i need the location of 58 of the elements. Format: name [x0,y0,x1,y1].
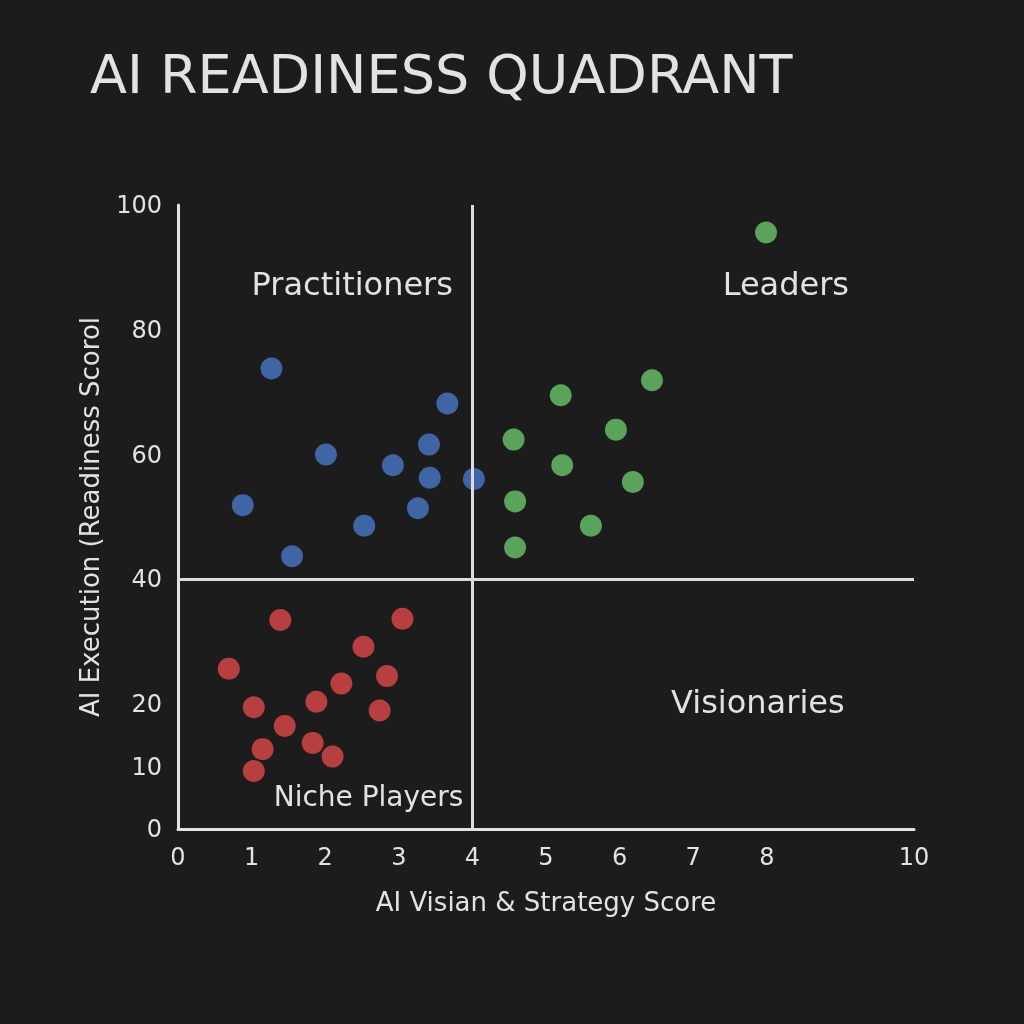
annotation: Visionaries [671,683,845,722]
point [330,672,353,695]
point [641,369,663,392]
point [301,731,324,754]
point [321,745,344,768]
point [353,514,376,537]
x-tick-label: 0 [170,843,186,871]
point [376,665,399,688]
point [352,635,375,658]
annotation: Niche Players [273,780,464,814]
x-tick-label: 4 [464,843,481,871]
y-tick-label: 10 [131,752,162,781]
x-tick-label: 5 [538,843,554,871]
point [251,738,274,761]
point [242,759,265,782]
x-tick-label: 6 [611,843,628,871]
x-tick-label: 10 [898,843,930,871]
y-tick-label: 20 [131,690,162,719]
annotation: Leaders [722,265,850,304]
point [281,545,304,568]
point [418,466,441,489]
x-tick-label: 1 [243,843,260,871]
point [242,696,265,719]
point [604,418,627,441]
y-tick-label: 0 [146,815,162,843]
annotation: Practitioners [251,265,453,304]
x-tick-label: 7 [685,843,701,871]
point [260,357,283,380]
point [273,715,296,738]
y-tick-label: 80 [131,315,162,344]
y-tick-label: 60 [131,440,162,469]
point [418,433,440,456]
point [314,443,337,466]
point [381,454,404,477]
y-tick-label: 100 [116,191,162,219]
point [504,536,527,559]
x-tick-label: 8 [759,843,775,871]
point [621,471,644,494]
point [305,690,328,713]
y-axis-title: AI Execution (Readiness Scorol [75,316,105,718]
point [579,514,602,537]
x-tick-label: 3 [391,843,407,871]
point [269,608,292,631]
point [436,392,459,415]
point [368,699,391,722]
y-tick-label: 40 [131,565,162,594]
point [551,454,574,477]
x-tick-label: 2 [317,843,333,871]
point [231,494,254,517]
point [504,490,527,513]
point [502,428,525,451]
chart-title: AI READINESS QUADRANT [90,42,794,106]
point [755,221,778,244]
point [549,384,572,407]
point [406,497,429,520]
x-axis-title: AI Visian & Strategy Score [375,887,717,917]
point [217,657,240,680]
point [391,607,414,630]
